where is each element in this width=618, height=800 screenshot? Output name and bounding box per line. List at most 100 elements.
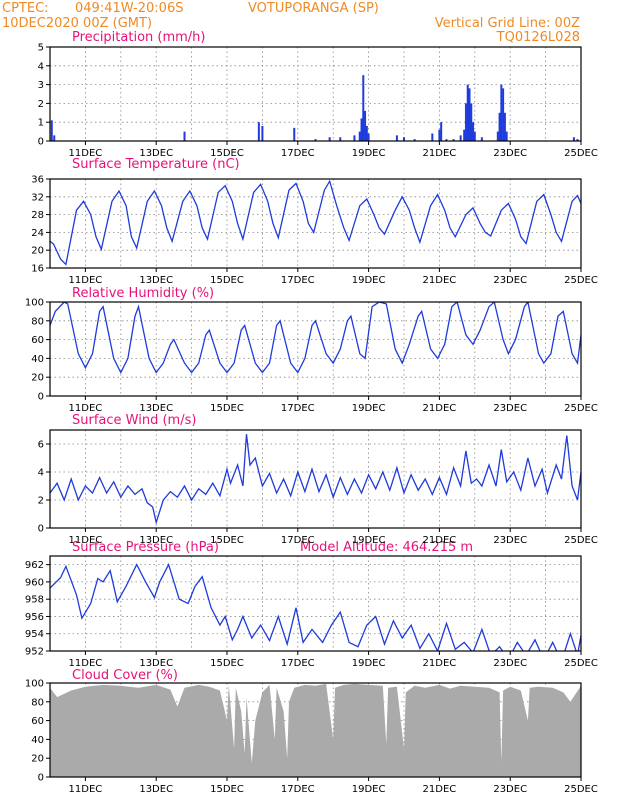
precip-bar xyxy=(431,133,434,141)
precip-bar xyxy=(328,137,331,141)
y-tick-label: 4 xyxy=(38,468,44,479)
x-tick-label: 21DEC xyxy=(423,535,457,546)
precip-bar xyxy=(50,120,53,141)
x-tick-label: 15DEC xyxy=(210,535,244,546)
precip-bar xyxy=(500,84,503,141)
y-tick-label: 2 xyxy=(38,496,44,507)
x-tick-label: 11DEC xyxy=(69,148,103,159)
x-tick-label: 11DEC xyxy=(69,275,103,286)
precip-bar xyxy=(496,131,499,141)
x-tick-label: 25DEC xyxy=(564,535,598,546)
x-tick-label: 23DEC xyxy=(493,784,527,795)
location-coords: 049:41W-20:06S xyxy=(75,1,183,16)
y-tick-label: 100 xyxy=(25,679,44,690)
y-tick-label: 28 xyxy=(31,210,44,221)
precip-bar xyxy=(498,112,501,141)
x-tick-label: 19DEC xyxy=(352,784,386,795)
precip-bar xyxy=(445,139,448,141)
pressure-line xyxy=(50,562,581,651)
x-tick-label: 25DEC xyxy=(564,148,598,159)
precip-bar xyxy=(463,129,466,141)
x-tick-label: 19DEC xyxy=(352,275,386,286)
model-id: TQ0126L028 xyxy=(496,30,580,45)
x-tick-label: 15DEC xyxy=(210,784,244,795)
y-tick-label: 952 xyxy=(25,647,44,658)
precip-bar xyxy=(505,131,508,141)
y-tick-label: 36 xyxy=(31,175,44,186)
x-tick-label: 11DEC xyxy=(69,535,103,546)
humidity-panel: Relative Humidity (%) 0 20 40 60 80 100 11DEC 13… xyxy=(25,286,598,414)
x-tick-label: 17DEC xyxy=(281,403,315,414)
precip-bar xyxy=(452,139,455,141)
x-tick-label: 17DEC xyxy=(281,148,315,159)
x-tick-label: 23DEC xyxy=(493,535,527,546)
cloud-cover-title: Cloud Cover (%) xyxy=(72,668,178,683)
y-tick-label: 32 xyxy=(31,192,44,203)
humidity-title: Relative Humidity (%) xyxy=(72,286,214,301)
precip-bar xyxy=(360,118,363,141)
precip-bar xyxy=(572,137,575,141)
plot-frame xyxy=(49,46,582,142)
y-tick-label: 20 xyxy=(31,754,44,765)
temperature-panel: Surface Temperature (nC) 16 20 24 28 32 36 11DE… xyxy=(31,157,598,286)
precip-bar xyxy=(339,137,342,141)
x-tick-label: 13DEC xyxy=(139,535,173,546)
y-tick-label: 40 xyxy=(31,735,44,746)
pressure-panel: Surface Pressure (hPa) 952 954 956 958 960 962… xyxy=(25,540,598,669)
x-tick-label: 21DEC xyxy=(423,148,457,159)
wind-title: Surface Wind (m/s) xyxy=(72,413,196,428)
run-date: 10DEC2020 00Z (GMT) xyxy=(2,16,152,31)
x-tick-label: 19DEC xyxy=(352,403,386,414)
x-tick-label: 23DEC xyxy=(493,658,527,669)
precip-bar xyxy=(261,125,264,141)
precip-bar xyxy=(503,112,506,141)
precip-bar xyxy=(353,135,356,141)
y-tick-label: 20 xyxy=(31,373,44,384)
precip-bar xyxy=(472,122,475,141)
x-tick-label: 15DEC xyxy=(210,403,244,414)
precipitation-title: Precipitation (mm/h) xyxy=(72,30,205,45)
y-tick-label: 0 xyxy=(38,137,44,148)
precip-bar xyxy=(53,135,56,141)
plot-frame xyxy=(49,429,582,529)
precip-bar xyxy=(459,135,462,141)
precip-bar xyxy=(440,122,443,141)
x-tick-label: 13DEC xyxy=(139,275,173,286)
wind-line xyxy=(50,434,581,525)
header: CPTEC: 049:41W-20:06S VOTUPORANGA (SP) 1… xyxy=(2,1,580,555)
precip-bar xyxy=(502,88,505,141)
y-tick-label: 100 xyxy=(25,298,44,309)
cloud-cover-panel: Cloud Cover (%) 0 20 40 60 80 100 11DEC 13DEC 15D… xyxy=(25,668,598,795)
x-tick-label: 21DEC xyxy=(423,403,457,414)
y-tick-label: 960 xyxy=(25,577,44,588)
pressure-title: Surface Pressure (hPa) xyxy=(72,540,219,555)
precip-bar xyxy=(257,122,260,141)
precip-bar xyxy=(364,110,367,141)
x-tick-label: 19DEC xyxy=(352,535,386,546)
plot-frame xyxy=(49,301,582,397)
y-tick-label: 60 xyxy=(31,716,44,727)
x-tick-label: 23DEC xyxy=(493,148,527,159)
x-tick-label: 19DEC xyxy=(352,658,386,669)
x-tick-label: 11DEC xyxy=(69,784,103,795)
x-tick-label: 17DEC xyxy=(281,784,315,795)
x-tick-label: 21DEC xyxy=(423,275,457,286)
x-tick-label: 25DEC xyxy=(564,658,598,669)
precip-bar xyxy=(468,88,471,141)
y-tick-label: 80 xyxy=(31,697,44,708)
x-tick-label: 13DEC xyxy=(139,658,173,669)
y-tick-label: 16 xyxy=(31,264,44,275)
y-tick-label: 0 xyxy=(38,773,44,784)
precip-bar xyxy=(395,135,398,141)
precip-bar xyxy=(358,131,361,141)
x-tick-label: 15DEC xyxy=(210,148,244,159)
y-tick-label: 4 xyxy=(38,61,44,72)
x-tick-label: 15DEC xyxy=(210,658,244,669)
temperature-title: Surface Temperature (nC) xyxy=(72,157,240,172)
precipitation-panel: Precipitation (mm/h) 0 1 2 3 4 5 11DEC 13DEC 15DE… xyxy=(38,30,598,159)
y-tick-label: 80 xyxy=(31,316,44,327)
plot-frame xyxy=(49,178,582,269)
cloud-area xyxy=(50,683,581,777)
precip-bar xyxy=(413,139,416,141)
temperature-line xyxy=(50,179,581,266)
